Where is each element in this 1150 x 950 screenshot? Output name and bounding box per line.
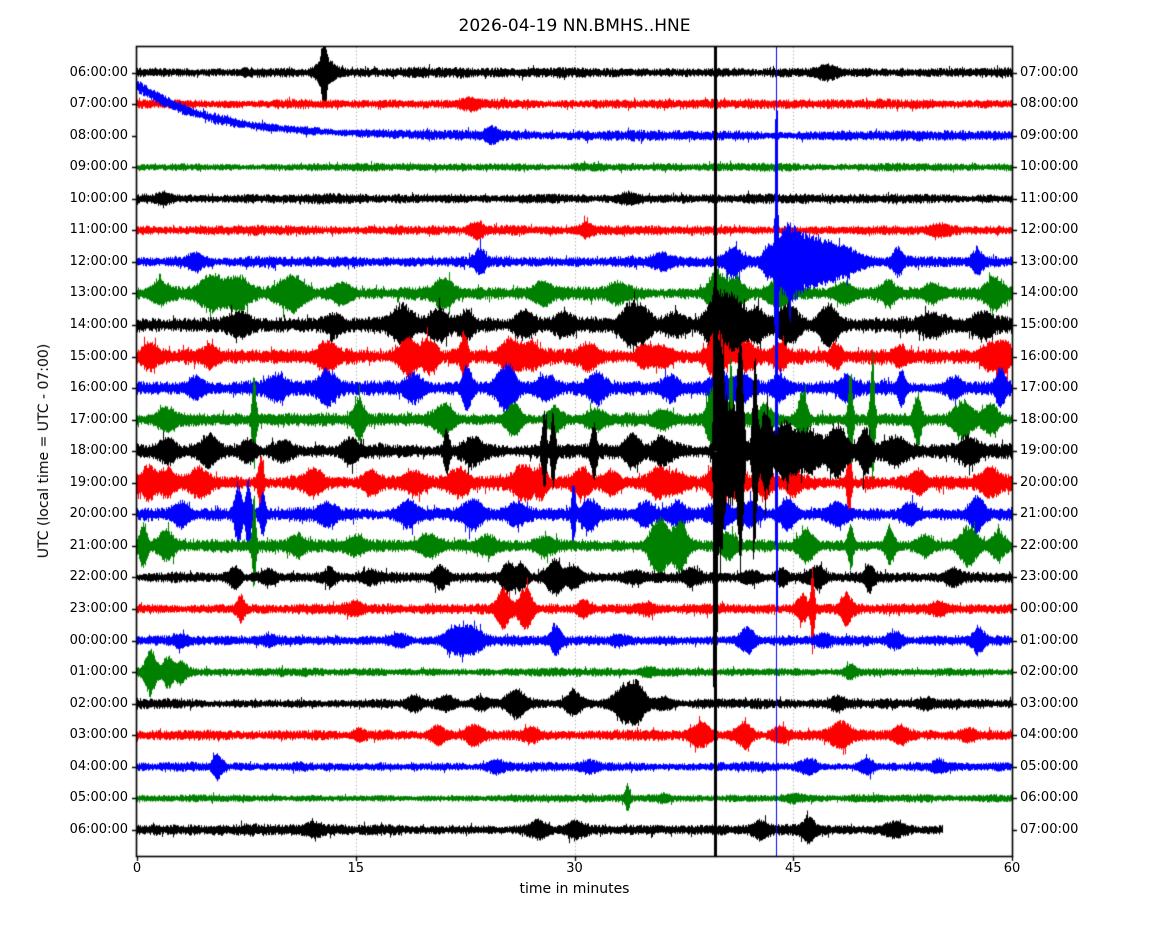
y-tick-label-left: 12:00:00 — [69, 253, 128, 269]
y-tick-label-left: 21:00:00 — [69, 537, 128, 553]
y-tick-label-right: 17:00:00 — [1020, 380, 1079, 396]
y-tick-label-left: 07:00:00 — [69, 96, 128, 112]
y-tick-label-right: 02:00:00 — [1020, 664, 1079, 680]
y-tick-label-left: 06:00:00 — [69, 821, 128, 837]
y-tick-label-right: 06:00:00 — [1020, 790, 1079, 806]
x-axis-label: time in minutes — [519, 881, 630, 897]
y-tick-label-left: 22:00:00 — [69, 569, 128, 585]
chart-title: 2026-04-19 NN.BMHS..HNE — [458, 16, 691, 36]
x-tick-label: 60 — [1003, 861, 1021, 876]
y-tick-label-right: 19:00:00 — [1020, 443, 1079, 459]
y-tick-label-right: 23:00:00 — [1020, 569, 1079, 585]
y-tick-label-right: 22:00:00 — [1020, 537, 1079, 553]
y-tick-label-left: 16:00:00 — [69, 380, 128, 396]
y-tick-label-left: 00:00:00 — [69, 632, 128, 648]
y-tick-label-left: 05:00:00 — [69, 790, 128, 806]
y-tick-label-left: 15:00:00 — [69, 348, 128, 364]
y-tick-label-right: 09:00:00 — [1020, 127, 1079, 143]
y-tick-label-left: 04:00:00 — [69, 758, 128, 774]
y-tick-label-right: 08:00:00 — [1020, 96, 1079, 112]
y-tick-label-left: 10:00:00 — [69, 190, 128, 206]
y-tick-label-right: 07:00:00 — [1020, 64, 1079, 80]
y-tick-label-left: 17:00:00 — [69, 411, 128, 427]
y-tick-label-left: 20:00:00 — [69, 506, 128, 522]
y-tick-label-right: 11:00:00 — [1020, 190, 1079, 206]
y-tick-label-left: 01:00:00 — [69, 664, 128, 680]
x-tick-label: 45 — [784, 861, 802, 876]
x-tick-label: 0 — [132, 861, 142, 876]
y-tick-label-left: 23:00:00 — [69, 600, 128, 616]
y-tick-label-right: 03:00:00 — [1020, 695, 1079, 711]
y-tick-label-left: 18:00:00 — [69, 443, 128, 459]
y-tick-label-left: 14:00:00 — [69, 316, 128, 332]
y-tick-label-right: 00:00:00 — [1020, 600, 1079, 616]
y-tick-label-right: 10:00:00 — [1020, 159, 1079, 175]
y-tick-label-left: 02:00:00 — [69, 695, 128, 711]
y-tick-label-right: 15:00:00 — [1020, 316, 1079, 332]
y-tick-label-right: 16:00:00 — [1020, 348, 1079, 364]
y-tick-label-left: 09:00:00 — [69, 159, 128, 175]
y-tick-label-right: 21:00:00 — [1020, 506, 1079, 522]
y-tick-label-right: 14:00:00 — [1020, 285, 1079, 301]
x-tick-label: 30 — [566, 861, 583, 876]
x-tick-label: 15 — [347, 861, 365, 876]
y-tick-label-right: 05:00:00 — [1020, 758, 1079, 774]
y-tick-label-left: 03:00:00 — [69, 727, 128, 743]
y-tick-label-left: 19:00:00 — [69, 474, 128, 490]
y-tick-label-left: 06:00:00 — [69, 64, 128, 80]
y-tick-label-right: 07:00:00 — [1020, 821, 1079, 837]
y-tick-label-right: 20:00:00 — [1020, 474, 1079, 490]
y-tick-label-left: 08:00:00 — [69, 127, 128, 143]
y-tick-label-left: 13:00:00 — [69, 285, 128, 301]
y-tick-label-right: 04:00:00 — [1020, 727, 1079, 743]
y-tick-label-right: 01:00:00 — [1020, 632, 1079, 648]
y-tick-label-right: 13:00:00 — [1020, 253, 1079, 269]
y-tick-label-right: 12:00:00 — [1020, 222, 1079, 238]
y-tick-label-left: 11:00:00 — [69, 222, 128, 238]
y-tick-label-right: 18:00:00 — [1020, 411, 1079, 427]
